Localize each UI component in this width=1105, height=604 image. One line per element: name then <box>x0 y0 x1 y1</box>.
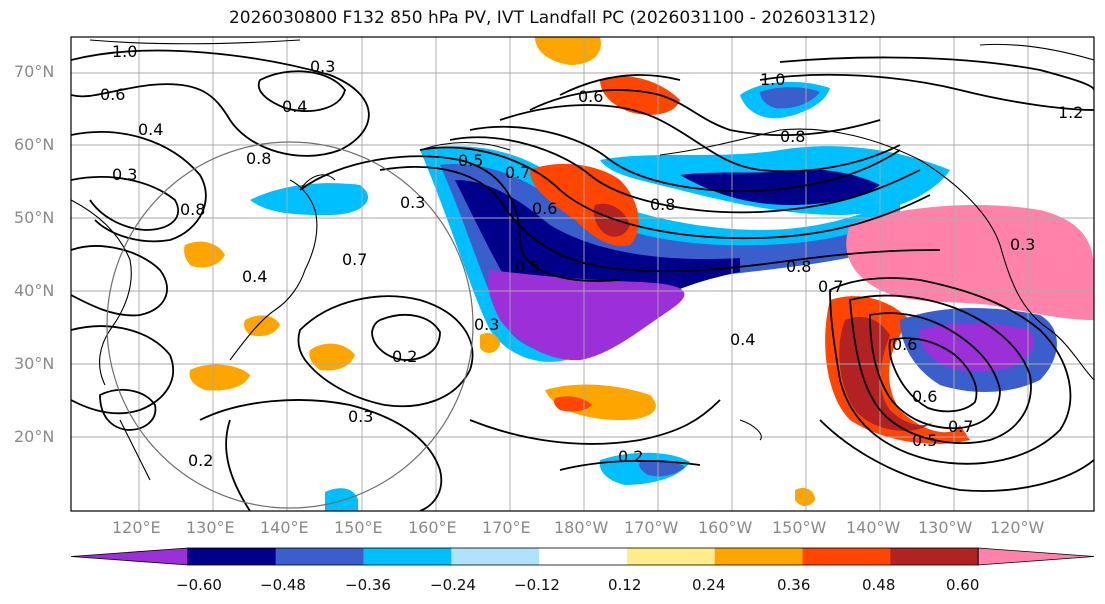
positive-west-1 <box>189 364 250 391</box>
contour-label: 0.3 <box>400 193 425 212</box>
contour-label: 0.7 <box>505 163 530 182</box>
lon-label: 160°E <box>408 518 457 537</box>
colorbar <box>70 547 1095 566</box>
map-title: 2026030800 F132 850 hPa PV, IVT Landfall… <box>228 8 876 28</box>
colorbar-tick-label: 0.36 <box>777 576 811 594</box>
lon-label: 140°W <box>846 518 901 537</box>
contour-label: 0.4 <box>282 97 307 116</box>
contour-label: 0.7 <box>818 277 843 296</box>
contour-label: 0.5 <box>458 151 483 170</box>
contour-label: 0.6 <box>532 199 557 218</box>
colorbar-segment <box>187 548 277 565</box>
lat-label: 40°N <box>14 281 55 300</box>
contour-label: 0.2 <box>188 451 213 470</box>
contour-label: 0.6 <box>578 87 603 106</box>
positive-ne-pacific-ring-inner <box>839 316 935 431</box>
negative-patch-gulf-core <box>680 169 880 205</box>
contour-label: 0.8 <box>246 149 271 168</box>
colorbar-segment <box>890 548 979 565</box>
colorbar-tick-label: −0.36 <box>345 576 391 594</box>
lon-label: 130°E <box>186 518 235 537</box>
lat-label: 30°N <box>14 354 55 373</box>
contour-label: 0.5 <box>515 257 540 276</box>
positive-east-small <box>480 333 500 353</box>
lon-label: 130°W <box>918 518 973 537</box>
negative-south-2 <box>325 488 358 511</box>
contour-label-layer: 1.0 0.6 0.3 0.4 0.4 0.8 0.3 0.8 0.4 0.3 … <box>100 42 1083 470</box>
colorbar-segment <box>451 548 540 565</box>
contour-label: 0.8 <box>650 195 675 214</box>
lat-label: 60°N <box>14 135 55 154</box>
contour-label: 1.0 <box>760 70 785 89</box>
contour-label: 0.7 <box>342 250 367 269</box>
colorbar-segment <box>714 548 804 565</box>
contour-label: 0.3 <box>310 57 335 76</box>
contour-label: 0.8 <box>786 257 811 276</box>
colorbar-tick-label: 0.48 <box>862 576 896 594</box>
lon-label: 120°W <box>990 518 1045 537</box>
negative-patch-north-core <box>760 87 820 109</box>
contour-label: 0.3 <box>112 165 137 184</box>
lon-label: 120°E <box>112 518 161 537</box>
shaded-anomalies <box>184 37 1094 511</box>
contour-label: 0.2 <box>392 347 417 366</box>
contour-label: 0.3 <box>1010 235 1035 254</box>
positive-north <box>535 37 601 65</box>
contour-label: 0.8 <box>780 127 805 146</box>
colorbar-segment <box>275 548 364 565</box>
range-circle <box>106 141 474 509</box>
contour-label: 0.4 <box>242 267 267 286</box>
colorbar-extend-low <box>70 547 189 566</box>
colorbar-segment <box>539 548 628 565</box>
contour-label: 0.7 <box>948 417 973 436</box>
lon-label: 170°W <box>624 518 679 537</box>
colorbar-tick-label: 0.24 <box>692 576 726 594</box>
positive-west-3 <box>184 241 225 268</box>
colorbar-segment <box>363 548 452 565</box>
lon-label: 140°E <box>260 518 309 537</box>
negative-band-core <box>488 270 685 361</box>
contour-label: 0.6 <box>892 335 917 354</box>
contour-label: 0.6 <box>100 85 125 104</box>
colorbar-frame <box>187 547 979 566</box>
lon-label: 170°E <box>482 518 531 537</box>
colorbar-tick-label: −0.60 <box>176 576 222 594</box>
colorbar-segment <box>802 548 891 565</box>
lon-label: 150°W <box>772 518 827 537</box>
contour-label: 0.5 <box>912 431 937 450</box>
contour-label: 0.4 <box>730 330 755 349</box>
coastlines <box>71 39 1094 481</box>
colorbar-tick-label: −0.48 <box>260 576 306 594</box>
contour-label: 1.0 <box>112 42 137 61</box>
lat-label: 50°N <box>14 208 55 227</box>
contour-label: 0.3 <box>474 315 499 334</box>
negative-ne-low-core <box>919 323 1034 372</box>
lon-label: 180°W <box>554 518 609 537</box>
pv-contours <box>71 49 1094 511</box>
positive-south-2 <box>795 488 815 506</box>
positive-north-2 <box>600 76 680 115</box>
contour-label: 1.2 <box>1058 103 1083 122</box>
lon-label: 150°E <box>334 518 383 537</box>
negative-south-1-core <box>639 459 685 477</box>
positive-center-core <box>593 203 630 237</box>
lon-label: 160°W <box>698 518 753 537</box>
contour-label: 0.6 <box>912 387 937 406</box>
colorbar-tick-label: 0.12 <box>608 576 642 594</box>
contour-label: 0.4 <box>138 120 163 139</box>
positive-south-1-core <box>554 396 592 412</box>
map-frame <box>70 36 1095 512</box>
colorbar-tick-label: −0.12 <box>514 576 560 594</box>
contour-label: 0.2 <box>618 447 643 466</box>
colorbar-segment <box>626 548 716 565</box>
negative-patch-west <box>250 183 369 215</box>
contour-label: 0.3 <box>348 407 373 426</box>
colorbar-tick-label: −0.24 <box>430 576 476 594</box>
lat-label: 70°N <box>14 62 55 81</box>
colorbar-tick-label: 0.60 <box>946 576 980 594</box>
contour-label: 0.8 <box>180 200 205 219</box>
colorbar-extend-high <box>977 547 1095 566</box>
lat-label: 20°N <box>14 427 55 446</box>
